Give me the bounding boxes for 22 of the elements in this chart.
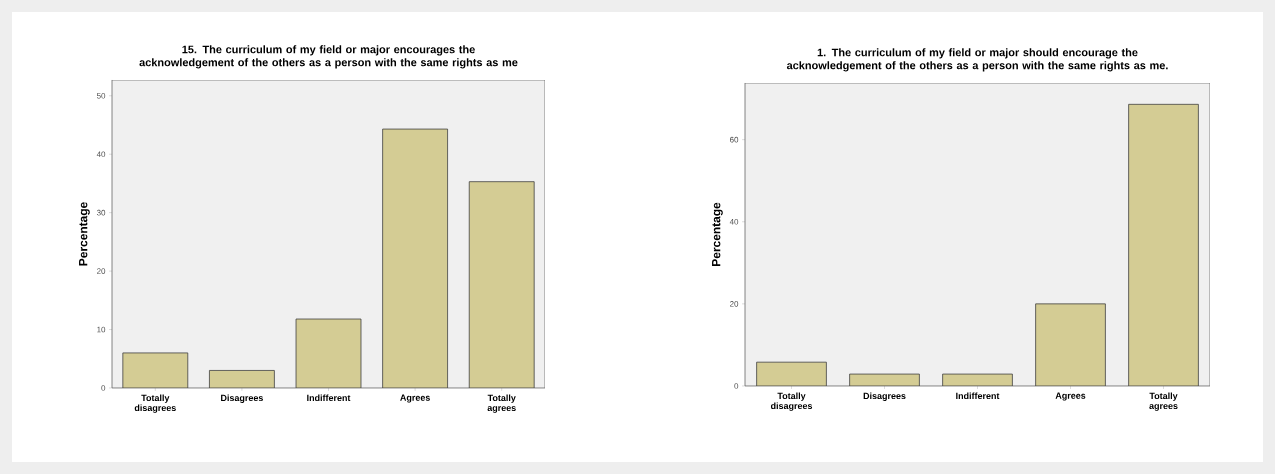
bar xyxy=(122,352,189,388)
x-tick-label: Disagrees xyxy=(221,394,263,403)
y-axis-title: Percentage xyxy=(79,202,90,266)
x-tick-label: Disagrees xyxy=(863,392,906,401)
x-tick-label: Totally agrees xyxy=(487,394,516,413)
bar xyxy=(382,128,448,388)
x-tick-label: Totally agrees xyxy=(1149,392,1178,411)
chart-title: 1. The curriculum of my field or major should encourage the acknowledgement of the others as a person with the same rights as me. xyxy=(786,48,1168,72)
y-axis-title: Percentage xyxy=(712,202,723,266)
x-tick-label: Totally disagrees xyxy=(770,392,813,411)
x-tick-label: Agrees xyxy=(1055,392,1086,401)
x-tick-label: Indifferent xyxy=(956,392,1000,400)
bar xyxy=(468,181,535,388)
x-tick-label: Indifferent xyxy=(307,394,351,402)
bar xyxy=(1035,303,1106,386)
bar xyxy=(756,361,827,386)
chart-title: 15. The curriculum of my field or major encourages the acknowledgement of the others as a person with the same rights as me xyxy=(139,45,518,69)
x-tick-label: Totally disagrees xyxy=(134,394,176,413)
bar xyxy=(295,318,362,388)
bar xyxy=(209,370,275,388)
x-tick-label: Agrees xyxy=(400,394,430,403)
bar xyxy=(1128,103,1199,386)
